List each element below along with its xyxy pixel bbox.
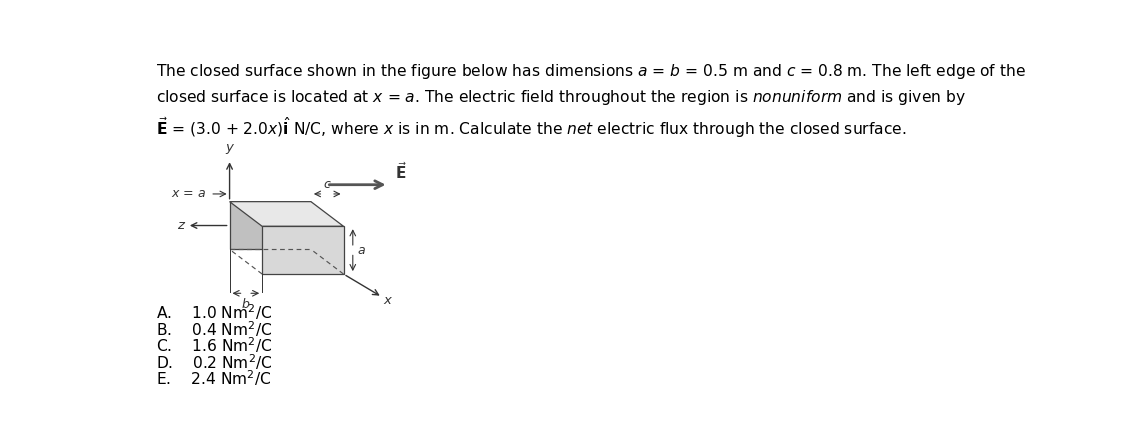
Text: $a$: $a$	[358, 244, 366, 257]
Text: D.    0.2 Nm$^2$/C: D. 0.2 Nm$^2$/C	[156, 352, 273, 372]
Text: $\vec{\mathbf{E}}$ = (3.0 + 2.0$x$)$\hat{\mathbf{i}}$ N/C, where $x$ is in m. Ca: $\vec{\mathbf{E}}$ = (3.0 + 2.0$x$)$\hat…	[156, 114, 907, 140]
Text: $b$: $b$	[241, 297, 251, 311]
Text: $\vec{\mathbf{E}}$: $\vec{\mathbf{E}}$	[394, 161, 407, 182]
Text: E.    2.4 Nm$^2$/C: E. 2.4 Nm$^2$/C	[156, 369, 272, 389]
Text: The closed surface shown in the figure below has dimensions $a$ = $b$ = 0.5 m an: The closed surface shown in the figure b…	[156, 62, 1026, 81]
Text: x: x	[384, 294, 392, 307]
Text: $x$ = $a$: $x$ = $a$	[172, 187, 207, 201]
Text: $c$: $c$	[323, 178, 332, 191]
Polygon shape	[229, 202, 311, 249]
Text: y: y	[226, 141, 234, 154]
Text: closed surface is located at $x$ = $a$. The electric field throughout the region: closed surface is located at $x$ = $a$. …	[156, 88, 966, 107]
Polygon shape	[262, 226, 343, 274]
Text: z: z	[177, 219, 184, 232]
Text: B.    0.4 Nm$^2$/C: B. 0.4 Nm$^2$/C	[156, 319, 273, 339]
Text: A.    1.0 Nm$^2$/C: A. 1.0 Nm$^2$/C	[156, 302, 273, 322]
Text: C.    1.6 Nm$^2$/C: C. 1.6 Nm$^2$/C	[156, 335, 273, 355]
Polygon shape	[229, 202, 343, 226]
